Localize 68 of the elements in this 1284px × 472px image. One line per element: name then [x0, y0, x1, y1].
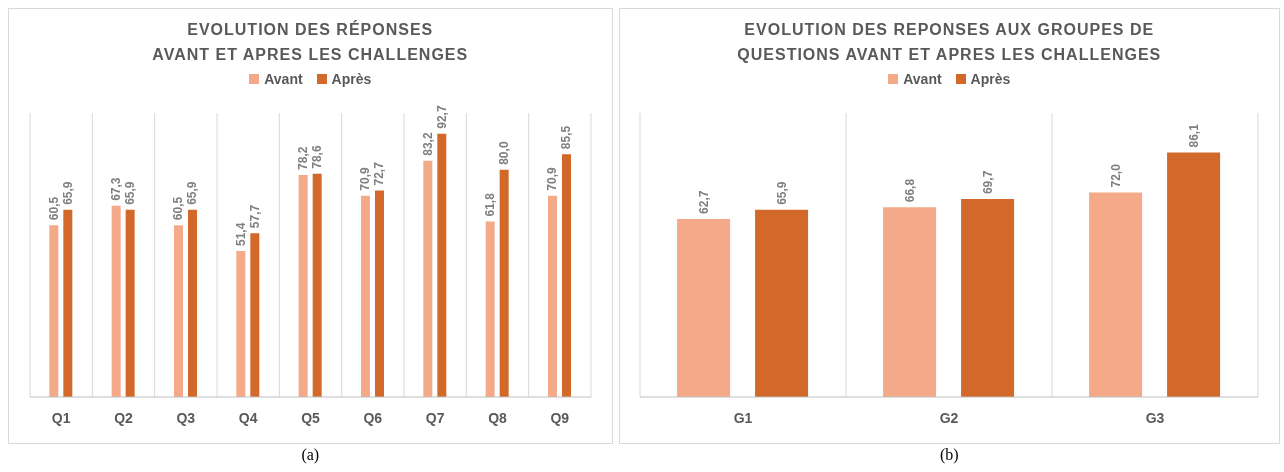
data-label: 78,2: [295, 146, 310, 170]
data-label: 70,9: [358, 166, 373, 191]
x-tick-label: Q1: [51, 409, 71, 426]
data-label: 83,2: [420, 132, 435, 156]
data-label: 80,0: [496, 141, 511, 165]
x-tick-label: G1: [733, 409, 753, 426]
chart-title: EVOLUTION DES REPONSES AUX GROUPES DE QUESTIONS AVANT ET APRES LES CHALLENGES: [736, 20, 1163, 65]
bar: [423, 160, 433, 397]
bar: [499, 169, 509, 397]
x-tick-label: Q6: [363, 409, 383, 426]
data-label: 86,1: [1186, 123, 1201, 148]
bar: [360, 195, 370, 397]
bar: [961, 199, 1015, 397]
data-label: 65,9: [60, 181, 75, 205]
bar: [1089, 192, 1143, 397]
bar: [1167, 152, 1221, 397]
x-tick-label: Q7: [425, 409, 445, 426]
data-label: 51,4: [233, 222, 248, 247]
data-label: 60,5: [171, 196, 186, 221]
legend-label: Avant: [903, 71, 942, 87]
bar: [547, 195, 557, 397]
data-label: 65,9: [122, 181, 137, 205]
bar: [49, 225, 59, 397]
bar: [677, 218, 731, 397]
bar: [236, 251, 246, 397]
bar: [63, 209, 73, 397]
data-label: 67,3: [108, 177, 123, 201]
x-tick-label: Q3: [176, 409, 196, 426]
bar: [125, 209, 135, 397]
data-label: 65,9: [185, 181, 200, 205]
data-label: 69,7: [980, 170, 995, 195]
x-tick-label: Q2: [113, 409, 133, 426]
data-label: 62,7: [696, 190, 711, 214]
bar: [298, 174, 308, 397]
bar: [755, 209, 809, 397]
bar: [312, 173, 322, 397]
data-label: 92,7: [434, 105, 449, 129]
bar: [437, 133, 447, 397]
chart-title: EVOLUTION DES RÉPONSES AVANT ET APRES LES CHALLENGES: [151, 19, 470, 65]
data-label: 70,9: [545, 166, 560, 191]
bar: [111, 205, 121, 397]
bar: [561, 154, 571, 397]
data-label: 65,9: [774, 181, 789, 205]
data-label: 57,7: [247, 204, 262, 229]
data-label: 85,5: [559, 125, 574, 150]
bar: [883, 207, 937, 397]
x-tick-label: Q8: [487, 409, 507, 426]
x-tick-label: Q5: [300, 409, 320, 426]
bar: [187, 209, 197, 397]
data-label: 66,8: [902, 178, 917, 203]
text: (a): [300, 446, 321, 464]
legend-label: Avant: [264, 71, 303, 87]
x-tick-label: Q9: [550, 409, 570, 426]
x-tick-label: G3: [1145, 409, 1165, 426]
legend-label: Après: [331, 71, 372, 87]
x-tick-label: G2: [939, 409, 959, 426]
data-label: 78,6: [309, 145, 324, 169]
data-label: 72,7: [372, 161, 387, 186]
data-label: 61,8: [482, 192, 497, 217]
text: (b): [938, 446, 960, 464]
data-label: 72,0: [1108, 163, 1123, 188]
data-label: 60,5: [46, 196, 61, 221]
x-tick-label: Q4: [238, 409, 258, 426]
bar: [173, 225, 183, 397]
bar: [374, 190, 384, 397]
bar: [250, 233, 260, 397]
legend-label: Après: [970, 71, 1011, 87]
bar: [485, 221, 495, 397]
